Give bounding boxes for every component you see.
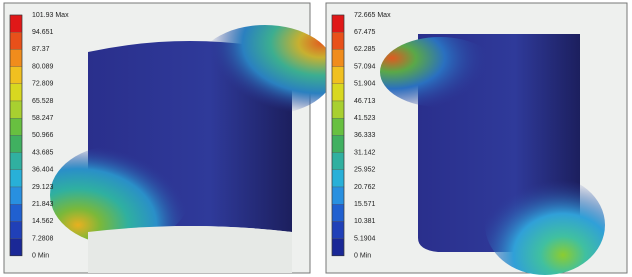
legend-band [10, 153, 22, 170]
legend-label: 0 Min [354, 253, 371, 260]
legend-band [10, 204, 22, 221]
legend-label: 67.475 [354, 29, 376, 36]
legend-band [332, 204, 344, 221]
legend-band [332, 15, 344, 32]
legend-band [10, 239, 22, 256]
legend-label: 51.904 [354, 81, 376, 88]
legend-label: 25.952 [354, 167, 376, 174]
legend-label: 58.247 [32, 115, 54, 122]
legend-band [332, 221, 344, 238]
legend-band [10, 187, 22, 204]
legend-label: 72.809 [32, 81, 54, 88]
legend-label: 14.562 [32, 218, 54, 225]
legend-label: 5.1904 [354, 235, 376, 242]
legend-label: 36.333 [354, 132, 376, 139]
legend-label: 101.93 Max [32, 12, 69, 19]
legend-band [10, 170, 22, 187]
legend-label: 57.094 [354, 63, 376, 70]
legend-label: 7.2808 [32, 235, 54, 242]
legend-band [332, 239, 344, 256]
legend-band [10, 118, 22, 135]
legend-band [10, 49, 22, 66]
legend-band [332, 170, 344, 187]
legend-label: 50.966 [32, 132, 54, 139]
legend-band [332, 101, 344, 118]
legend-label: 87.37 [32, 46, 50, 53]
legend-label: 15.571 [354, 201, 376, 208]
legend-label: 46.713 [354, 98, 376, 105]
legend-band [332, 49, 344, 66]
legend-band [10, 221, 22, 238]
figure: 101.93 Max 94.651 87.37 80.089 72.809 65.528 5… [0, 0, 632, 277]
legend-band [332, 32, 344, 49]
legend-label: 0 Min [32, 253, 49, 260]
legend-band [332, 187, 344, 204]
legend-label: 94.651 [32, 29, 54, 36]
legend-label: 43.685 [32, 149, 54, 156]
legend-label: 65.528 [32, 98, 54, 105]
legend-band [332, 135, 344, 152]
legend-band [332, 153, 344, 170]
stress-region [485, 175, 605, 275]
legend-band [332, 118, 344, 135]
legend-label: 10.381 [354, 218, 376, 225]
legend-band [10, 67, 22, 84]
legend-label: 62.285 [354, 46, 376, 53]
legend-label: 72.665 Max [354, 12, 391, 19]
legend-label: 20.762 [354, 184, 376, 191]
legend-label: 31.142 [354, 149, 376, 156]
legend-band [332, 67, 344, 84]
legend-label: 29.123 [32, 184, 54, 191]
stress-region [195, 25, 335, 115]
legend-label: 41.523 [354, 115, 376, 122]
legend-band [10, 101, 22, 118]
legend-band [332, 84, 344, 101]
legend-band [10, 15, 22, 32]
legend-band [10, 84, 22, 101]
cylinder-base [88, 226, 292, 273]
legend-band [10, 32, 22, 49]
legend-label: 36.404 [32, 167, 54, 174]
legend-band [10, 135, 22, 152]
legend-label: 21.843 [32, 201, 54, 208]
stress-region [380, 37, 500, 107]
legend-label: 80.089 [32, 63, 54, 70]
